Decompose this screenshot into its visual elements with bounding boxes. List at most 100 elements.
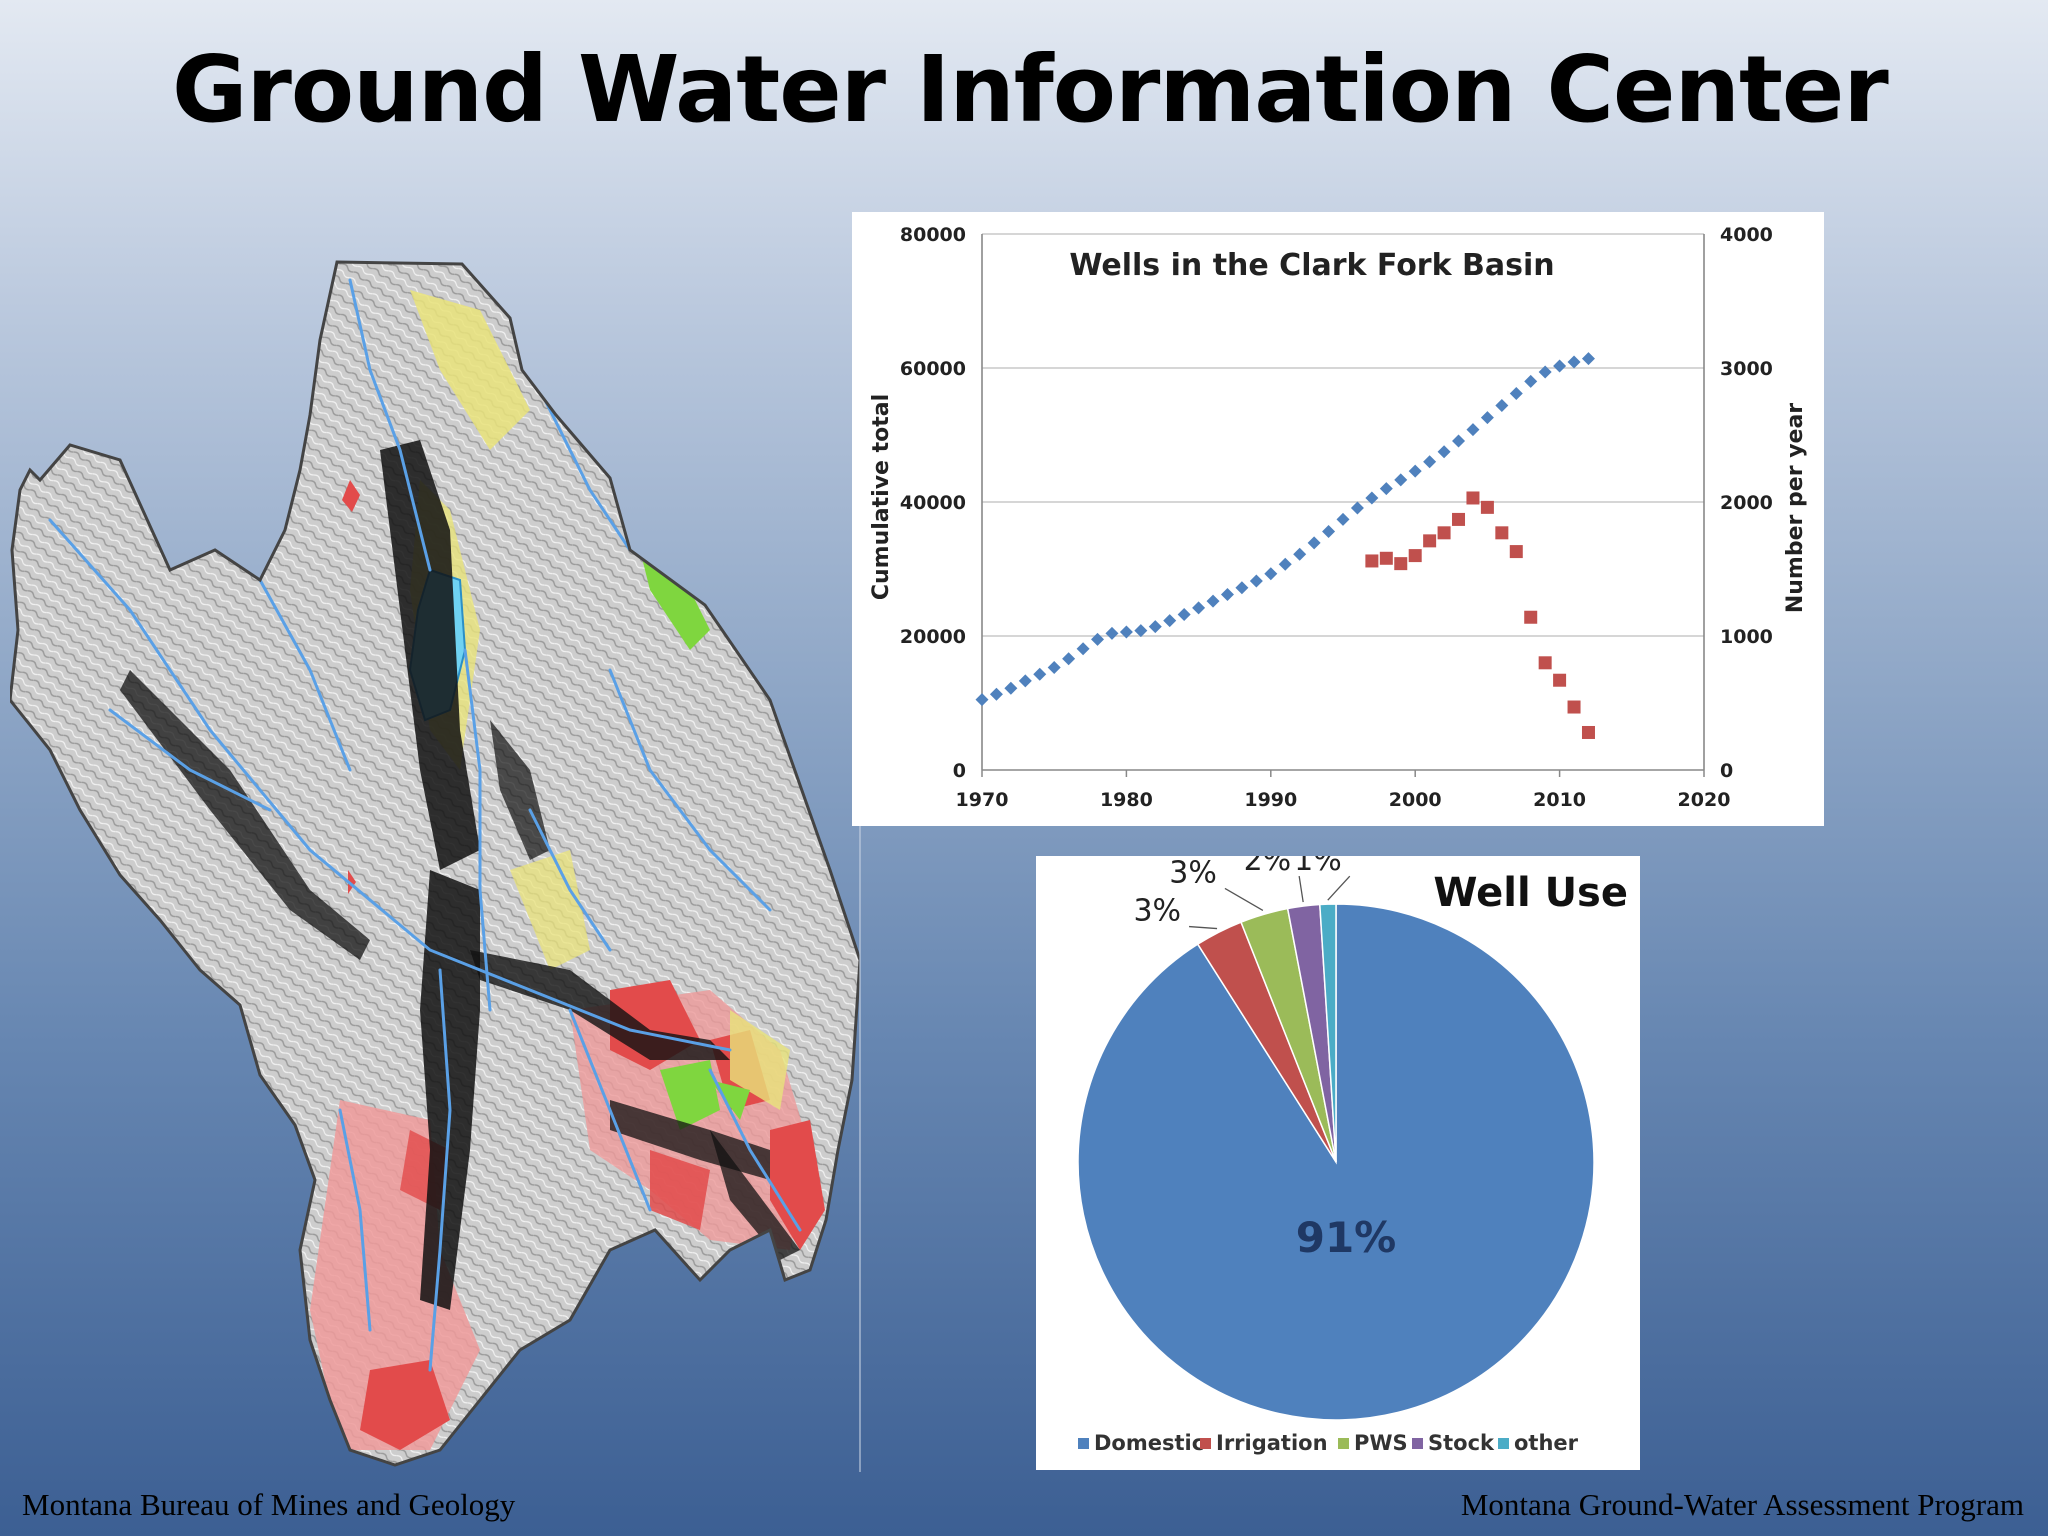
- wells-chart: 0 20000 40000 60000 80000 0 1000 2000 3000 4000 19…: [869, 224, 1808, 811]
- chart-title: Wells in the Clark Fork Basin: [1069, 248, 1554, 283]
- leader-line: [1327, 875, 1351, 901]
- cumulative-point: [1091, 632, 1105, 646]
- cumulative-point: [975, 693, 989, 707]
- cumulative-point: [1033, 667, 1047, 681]
- y-tick-label: 60000: [900, 358, 966, 380]
- cumulative-point: [1437, 445, 1451, 459]
- per-year-point: [1509, 545, 1523, 559]
- cumulative-point: [1538, 365, 1552, 379]
- footer-right: Montana Ground-Water Assessment Program: [1460, 1487, 2024, 1522]
- cumulative-point: [1293, 547, 1307, 561]
- pie-slice-label: 3%: [1133, 894, 1181, 929]
- cumulative-point: [1581, 352, 1595, 366]
- per-year-point: [1394, 557, 1408, 571]
- per-year-point: [1452, 512, 1466, 526]
- cumulative-point: [1307, 536, 1321, 550]
- data-points: [975, 352, 1595, 739]
- cumulative-point: [1408, 464, 1422, 478]
- cumulative-point: [1278, 557, 1292, 571]
- y-tick-label: 20000: [900, 626, 966, 648]
- per-year-point: [1408, 549, 1422, 563]
- well-use-chart-panel: 3% 3% 2% 1% Well Use 91% Domestic Irrigation…: [1036, 843, 1640, 1470]
- cumulative-point: [1423, 455, 1437, 469]
- per-year-point: [1466, 491, 1480, 505]
- legend-swatch: [1338, 1438, 1349, 1449]
- legend-entry: other: [1514, 1431, 1579, 1455]
- cumulative-point: [1018, 674, 1032, 688]
- cumulative-point: [1062, 652, 1076, 666]
- cumulative-point: [1394, 473, 1408, 487]
- axes: [981, 234, 1705, 777]
- cumulative-point: [1249, 574, 1263, 588]
- panel-divider: [859, 826, 861, 1472]
- legend-entry: Stock: [1428, 1431, 1495, 1455]
- cumulative-point: [1365, 491, 1379, 505]
- y-axis-right-label: Number per year: [1783, 403, 1808, 613]
- legend-swatch: [1200, 1438, 1211, 1449]
- cumulative-point: [1119, 625, 1133, 639]
- footer-left: Montana Bureau of Mines and Geology: [22, 1487, 516, 1522]
- cumulative-point: [1105, 626, 1119, 640]
- y2-tick-label: 0: [1720, 760, 1733, 782]
- cumulative-point: [1163, 614, 1177, 628]
- per-year-point: [1379, 551, 1393, 565]
- per-year-point: [1423, 534, 1437, 548]
- leader-line: [1189, 925, 1218, 930]
- pie-slice-label: 1%: [1294, 856, 1342, 878]
- x-tick-label: 1990: [1244, 789, 1297, 811]
- legend-swatch: [1078, 1438, 1089, 1449]
- leader-line: [1224, 887, 1264, 911]
- cumulative-point: [1480, 411, 1494, 425]
- cumulative-point: [1206, 594, 1220, 608]
- y-tick-label: 80000: [900, 224, 966, 246]
- y2-tick-label: 2000: [1720, 492, 1773, 514]
- x-tick-label: 1980: [1100, 789, 1153, 811]
- per-year-point: [1437, 526, 1451, 540]
- y-tick-label: 0: [953, 760, 966, 782]
- cumulative-point: [1336, 512, 1350, 526]
- per-year-point: [1495, 526, 1509, 540]
- slide-title: Ground Water Information Center: [172, 36, 1889, 143]
- y-tick-label: 40000: [900, 492, 966, 514]
- cumulative-point: [1220, 587, 1234, 601]
- per-year-point: [1480, 500, 1494, 514]
- wells-chart-panel: 0 20000 40000 60000 80000 0 1000 2000 3000 4000 19…: [852, 212, 1824, 826]
- legend-entry: Irrigation: [1216, 1431, 1328, 1455]
- cumulative-point: [1148, 620, 1162, 634]
- cumulative-point: [1076, 642, 1090, 656]
- cumulative-point: [1567, 355, 1581, 369]
- cumulative-point: [1379, 482, 1393, 496]
- pie-legend: Domestic Irrigation PWS Stock other: [1078, 1431, 1579, 1455]
- per-year-point: [1553, 673, 1567, 687]
- x-tick-label: 2010: [1533, 789, 1586, 811]
- pie-title: Well Use: [1433, 870, 1628, 916]
- cumulative-point: [1509, 386, 1523, 400]
- cumulative-point: [1466, 423, 1480, 437]
- pie-slice-label: 3%: [1169, 856, 1217, 890]
- y2-tick-label: 1000: [1720, 626, 1773, 648]
- per-year-point: [1524, 610, 1538, 624]
- cumulative-point: [1524, 374, 1538, 388]
- legend-swatch: [1412, 1438, 1423, 1449]
- y2-tick-label: 3000: [1720, 358, 1773, 380]
- cumulative-point: [1047, 660, 1061, 674]
- leader-line: [1298, 875, 1304, 903]
- per-year-point: [1581, 725, 1595, 739]
- cumulative-point: [1134, 624, 1148, 638]
- cumulative-point: [1235, 581, 1249, 595]
- gridlines: [982, 233, 1704, 637]
- per-year-point: [1365, 554, 1379, 568]
- y-axis-left-label: Cumulative total: [869, 394, 894, 600]
- cumulative-point: [1177, 608, 1191, 622]
- basin-relief-map-icon: [8, 260, 862, 1467]
- cumulative-point: [1553, 359, 1567, 373]
- cumulative-point: [1322, 524, 1336, 538]
- pie-center-label: 91%: [1296, 1213, 1397, 1262]
- legend-entry: Domestic: [1094, 1431, 1204, 1455]
- cumulative-point: [1495, 399, 1509, 413]
- cumulative-point: [1192, 601, 1206, 615]
- per-year-point: [1538, 656, 1552, 670]
- cumulative-point: [1350, 501, 1364, 515]
- pie-slice-other: [1319, 903, 1337, 1163]
- cumulative-point: [989, 687, 1003, 701]
